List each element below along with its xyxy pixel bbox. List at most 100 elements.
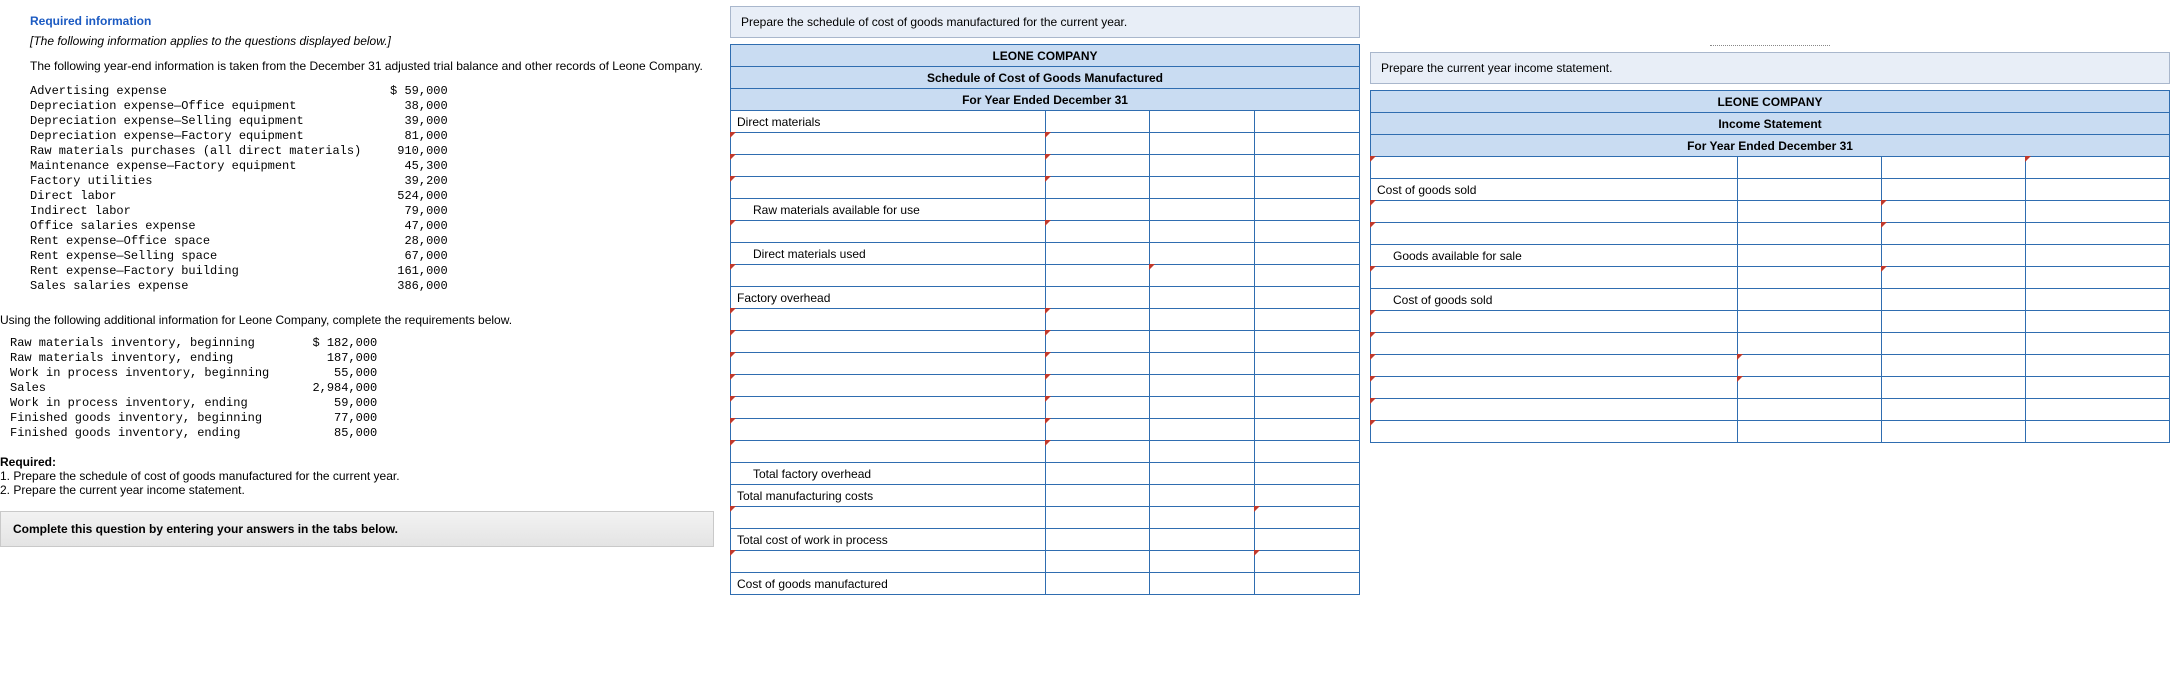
cell-input[interactable] (731, 155, 1046, 177)
cell-input[interactable] (1150, 551, 1255, 573)
cell-input[interactable] (1737, 245, 1881, 267)
cell-input[interactable] (2025, 223, 2169, 245)
cell-input[interactable] (731, 177, 1046, 199)
cell-input[interactable] (1881, 201, 2025, 223)
cell-input[interactable] (1255, 287, 1360, 309)
cell-input[interactable] (1150, 419, 1255, 441)
cell-input[interactable] (1255, 529, 1360, 551)
cell-input[interactable] (1045, 199, 1150, 221)
cell-input[interactable] (1150, 353, 1255, 375)
cell-input[interactable] (1150, 331, 1255, 353)
cell-input[interactable] (1737, 267, 1881, 289)
cell-input[interactable] (731, 133, 1046, 155)
cell-input[interactable] (1881, 333, 2025, 355)
cell-input[interactable] (1255, 111, 1360, 133)
cell-input[interactable] (1150, 155, 1255, 177)
cell-input[interactable] (1045, 573, 1150, 595)
cell-input[interactable] (1737, 201, 1881, 223)
cell-input[interactable] (2025, 355, 2169, 377)
cell-input[interactable] (1255, 375, 1360, 397)
cell-input[interactable] (1150, 111, 1255, 133)
cell-input[interactable] (1881, 223, 2025, 245)
cell-input[interactable] (1045, 507, 1150, 529)
cell-input[interactable] (1737, 157, 1881, 179)
cell-input[interactable] (1150, 375, 1255, 397)
cell-input[interactable] (1150, 529, 1255, 551)
cell-input[interactable] (1045, 529, 1150, 551)
cell-input[interactable] (731, 309, 1046, 331)
cell-input[interactable] (1881, 377, 2025, 399)
cell-input[interactable] (1150, 133, 1255, 155)
cell-input[interactable] (1737, 377, 1881, 399)
cell-input[interactable] (731, 353, 1046, 375)
cell-input[interactable] (1150, 309, 1255, 331)
cell-input[interactable] (1371, 201, 1738, 223)
cell-input[interactable] (1150, 485, 1255, 507)
cell-input[interactable] (1045, 375, 1150, 397)
cell-input[interactable] (1150, 463, 1255, 485)
cell-input[interactable] (1737, 421, 1881, 443)
cell-input[interactable] (1150, 287, 1255, 309)
cell-input[interactable] (1150, 199, 1255, 221)
cell-input[interactable] (1045, 221, 1150, 243)
cell-input[interactable] (2025, 179, 2169, 201)
cell-input[interactable] (1371, 333, 1738, 355)
cell-input[interactable] (1255, 177, 1360, 199)
cell-input[interactable] (1371, 399, 1738, 421)
cell-input[interactable] (1045, 353, 1150, 375)
cell-input[interactable] (731, 441, 1046, 463)
cell-input[interactable] (1255, 133, 1360, 155)
cell-input[interactable] (1255, 331, 1360, 353)
cell-input[interactable] (1150, 221, 1255, 243)
cell-input[interactable] (1255, 199, 1360, 221)
cell-input[interactable] (1737, 399, 1881, 421)
cell-input[interactable] (1255, 419, 1360, 441)
cell-input[interactable] (1045, 287, 1150, 309)
cell-input[interactable] (731, 375, 1046, 397)
cell-input[interactable] (1045, 265, 1150, 287)
cell-input[interactable] (1737, 289, 1881, 311)
cell-input[interactable] (1371, 223, 1738, 245)
cell-input[interactable] (1150, 441, 1255, 463)
cell-input[interactable] (1150, 265, 1255, 287)
cell-input[interactable] (2025, 289, 2169, 311)
cell-input[interactable] (1371, 311, 1738, 333)
cell-input[interactable] (731, 551, 1046, 573)
cell-input[interactable] (2025, 311, 2169, 333)
cell-input[interactable] (1255, 463, 1360, 485)
cell-input[interactable] (1255, 551, 1360, 573)
cell-input[interactable] (1371, 421, 1738, 443)
cell-input[interactable] (731, 331, 1046, 353)
cell-input[interactable] (1150, 573, 1255, 595)
cell-input[interactable] (1737, 179, 1881, 201)
cell-input[interactable] (1881, 355, 2025, 377)
cell-input[interactable] (1045, 331, 1150, 353)
cell-input[interactable] (1881, 179, 2025, 201)
cell-input[interactable] (731, 507, 1046, 529)
cell-input[interactable] (1045, 309, 1150, 331)
cell-input[interactable] (1881, 399, 2025, 421)
cell-input[interactable] (1371, 157, 1738, 179)
cell-input[interactable] (1881, 267, 2025, 289)
cell-input[interactable] (1371, 355, 1738, 377)
cell-input[interactable] (2025, 421, 2169, 443)
cell-input[interactable] (2025, 377, 2169, 399)
cell-input[interactable] (2025, 333, 2169, 355)
cell-input[interactable] (1255, 573, 1360, 595)
cell-input[interactable] (731, 419, 1046, 441)
cell-input[interactable] (1045, 155, 1150, 177)
cell-input[interactable] (1255, 397, 1360, 419)
cell-input[interactable] (1045, 111, 1150, 133)
cell-input[interactable] (2025, 399, 2169, 421)
cell-input[interactable] (1255, 155, 1360, 177)
cell-input[interactable] (1045, 419, 1150, 441)
cell-input[interactable] (1045, 463, 1150, 485)
cell-input[interactable] (2025, 267, 2169, 289)
cell-input[interactable] (2025, 157, 2169, 179)
cell-input[interactable] (1045, 441, 1150, 463)
cell-input[interactable] (1150, 507, 1255, 529)
cell-input[interactable] (1045, 397, 1150, 419)
cell-input[interactable] (731, 221, 1046, 243)
cell-input[interactable] (1255, 441, 1360, 463)
cell-input[interactable] (2025, 201, 2169, 223)
